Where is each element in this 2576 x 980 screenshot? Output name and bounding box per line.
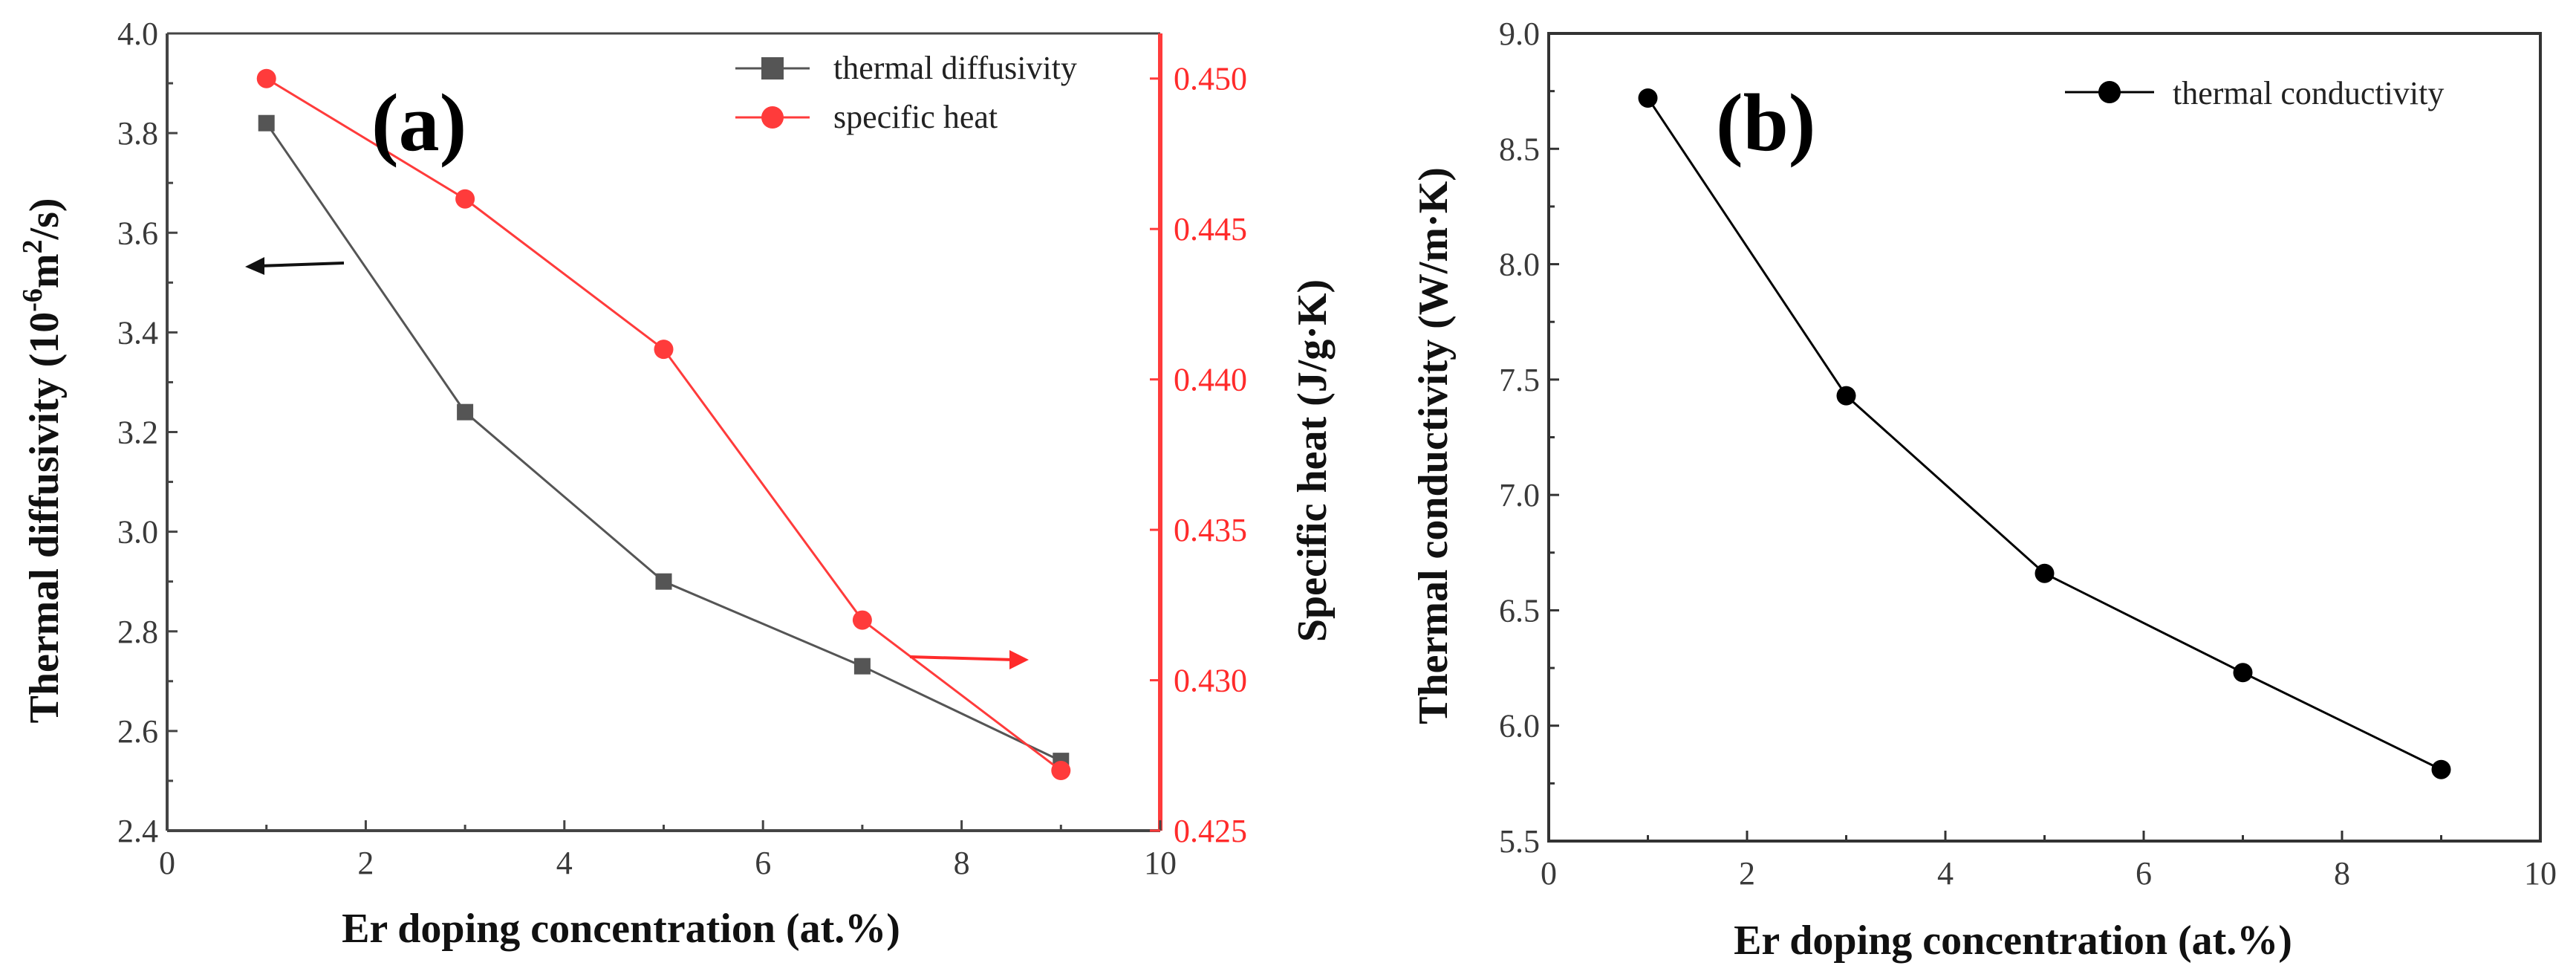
data-point-thermal-conductivity [2035,563,2055,583]
panel-b-y-axis-title: Thermal conductivity (W/m·K) [1411,167,1457,724]
panel-b-y-tick-label: 7.0 [1499,477,1540,513]
panel-a-x-tick-label: 0 [159,845,175,881]
series-line-thermal-diffusivity [265,122,1061,762]
data-point-thermal-conductivity [2233,663,2253,683]
legend-label-thermal-diffusivity: thermal diffusivity [833,50,1077,86]
panel-b-y-tick-label: 8.5 [1499,131,1540,167]
panel-a-y-tick-label: 2.8 [117,614,158,650]
panel-a-x-tick-label: 2 [357,845,374,881]
panel-a-x-tick-label: 6 [755,845,771,881]
data-point-thermal-conductivity [2431,759,2451,779]
data-point-specific-heat [654,340,674,360]
panel-a-y-tick-label: 3.8 [117,115,158,152]
panel-a-y2-tick-label: 0.430 [1174,663,1247,699]
legend-marker-thermal-conductivity [2098,81,2121,103]
series-line-thermal-conductivity [1647,97,2442,771]
left-axis-arrow [245,257,345,275]
panel-a-y2-tick-label: 0.425 [1174,813,1247,849]
panel-a-y2-tick-label: 0.450 [1174,61,1247,97]
data-point-specific-heat [455,189,475,209]
right-axis-arrow [909,650,1029,669]
panel-a-x-tick-label: 8 [954,845,970,881]
panel-b-y-tick-label: 7.5 [1499,362,1540,398]
panel-a-legend: thermal diffusivity specific heat [735,50,1077,135]
panel-b-x-tick-label: 10 [2524,855,2557,892]
panel-a-x-tick-label: 4 [556,845,573,881]
panel-b-x-tick-label: 0 [1541,855,1557,892]
panel-b-plot-frame [1547,32,2542,843]
panel-a-y-tick-label: 3.4 [117,314,158,351]
data-point-specific-heat [852,610,872,630]
panel-b-y-tick-label: 8.0 [1499,247,1540,283]
data-point-thermal-diffusivity [457,403,474,421]
panel-a-y2-tick-label: 0.435 [1174,512,1247,548]
panel-b-x-tick-label: 8 [2334,855,2350,892]
panel-a-y-tick-label: 3.0 [117,514,158,551]
panel-a-x-axis-title: Er doping concentration (at.%) [342,906,900,952]
panel-b-thermal-conductivity: 0 2 4 6 8 10 5.5 6.0 6.5 7.0 7.5 8.0 8.5 9.0 (b) Er d… [1411,16,2557,964]
panel-a-ticks: 0 2 4 6 8 10 2.4 2.6 2.8 3.0 3.2 3.4 3.6 3.8 4.0 0.425 0… [117,16,1247,881]
panel-a-y-tick-label: 4.0 [117,16,158,52]
panel-a-thermal-diffusivity-specific-heat: 0 2 4 6 8 10 2.4 2.6 2.8 3.0 3.2 3.4 3.6 3.8 4.0 0.425 0… [17,16,1336,952]
panel-b-y-tick-label: 6.0 [1499,708,1540,744]
data-point-thermal-diffusivity [655,573,672,590]
panel-a-y-tick-label: 2.4 [117,813,158,849]
panel-b-ticks: 0 2 4 6 8 10 5.5 6.0 6.5 7.0 7.5 8.0 8.5 9.0 [1499,16,2557,892]
series-line-specific-heat [265,77,1062,772]
data-point-thermal-diffusivity [853,658,871,675]
panel-a-y-tick-label: 3.2 [117,415,158,451]
data-point-thermal-conductivity [1836,386,1856,406]
panel-a-label: (a) [371,77,466,168]
data-point-thermal-diffusivity [258,114,275,132]
legend-marker-thermal-diffusivity [761,57,784,79]
panel-a-axes [166,32,1162,832]
panel-a-y-axis-title: Thermal diffusivity (10-6m2/s) [17,198,68,723]
panel-b-x-tick-label: 2 [1739,855,1755,892]
panel-a-y-tick-label: 3.6 [117,215,158,251]
data-point-specific-heat [256,68,276,88]
panel-a-y-tick-label: 2.6 [117,713,158,750]
legend-label-thermal-conductivity: thermal conductivity [2173,75,2444,111]
panel-b-x-tick-label: 6 [2136,855,2152,892]
panel-b-axes [1547,32,2542,843]
panel-b-y-tick-label: 9.0 [1499,16,1540,52]
panel-a-y2-tick-label: 0.445 [1174,211,1247,247]
legend-marker-specific-heat [761,106,784,129]
panel-b-x-axis-title: Er doping concentration (at.%) [1734,918,2292,964]
panel-b-label: (b) [1716,77,1815,168]
panel-a-y2-axis-title: Specific heat (J/g·K) [1289,279,1336,642]
panel-a-x-tick-label: 10 [1144,845,1177,881]
panel-a-series [256,68,1071,781]
panel-b-x-tick-label: 4 [1937,855,1954,892]
panel-b-legend: thermal conductivity [2065,75,2444,111]
legend-label-specific-heat: specific heat [833,99,998,135]
panel-b-y-tick-label: 5.5 [1499,823,1540,860]
data-point-specific-heat [1051,761,1071,781]
panel-b-series [1638,88,2451,779]
panel-b-y-tick-label: 6.5 [1499,592,1540,629]
data-point-thermal-conductivity [1638,88,1658,108]
panel-a-y2-tick-label: 0.440 [1174,362,1247,398]
